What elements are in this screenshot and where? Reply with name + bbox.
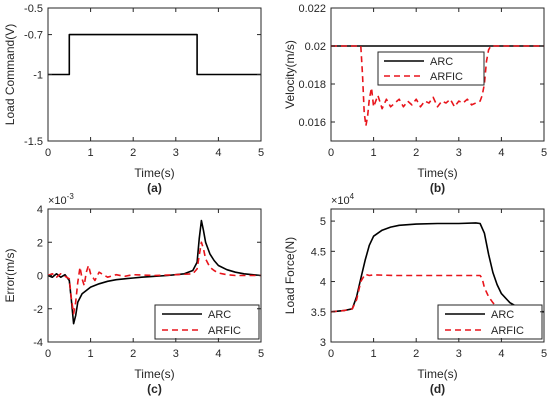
x-tick-label-c-1: 1 xyxy=(88,348,94,360)
series-line-d-arfic xyxy=(331,273,544,316)
xtick-labels-b: 0 1 2 3 4 5 xyxy=(328,147,547,159)
series-a xyxy=(48,33,261,76)
legend-label-arc-d: ARC xyxy=(491,309,514,321)
y-exponent-text-d: 4 xyxy=(350,192,355,201)
y-tick-label-d-3: 4.5 xyxy=(311,246,326,258)
y-tick-label-c-1: -2 xyxy=(33,304,43,316)
y-axis-title-b: Velocity(m/s) xyxy=(283,40,297,109)
x-tick-label-d-3: 3 xyxy=(456,348,462,360)
series-line-c-arc xyxy=(48,219,261,325)
x-tick-label-b-3: 3 xyxy=(456,147,462,159)
y-exponent-text-c: -3 xyxy=(67,192,75,201)
y-tick-label-a-0: -1.5 xyxy=(24,136,43,148)
y-axis-title-a: Load Command(V) xyxy=(3,24,17,125)
y-tick-label-c-3: 2 xyxy=(37,237,43,249)
x-tick-label-a-0: 0 xyxy=(45,147,51,159)
x-tick-label-b-0: 0 xyxy=(328,147,334,159)
y-tick-label-a-3: -0.5 xyxy=(24,3,43,15)
y-axis-title-d: Load Force(N) xyxy=(283,237,297,314)
legend-box-b xyxy=(377,51,485,86)
series-d xyxy=(331,222,544,316)
x-tick-label-c-3: 3 xyxy=(173,348,179,360)
y-tick-label-c-4: 4 xyxy=(37,204,43,216)
x-tick-label-a-4: 4 xyxy=(215,147,221,159)
legend-label-arc-b: ARC xyxy=(430,56,453,68)
x-tick-label-d-2: 2 xyxy=(413,348,419,360)
y-axis-title-c: Error(m/s) xyxy=(3,249,17,303)
y-tick-label-d-2: 4 xyxy=(320,277,326,289)
x-tick-label-d-4: 4 xyxy=(498,348,504,360)
legend-b: ARC ARFIC xyxy=(377,51,485,86)
x-tick-label-c-4: 4 xyxy=(215,348,221,360)
y-tick-label-a-1: -1 xyxy=(33,70,43,82)
xtick-labels-a: 0 1 2 3 4 5 xyxy=(45,147,264,159)
x-tick-label-c-5: 5 xyxy=(258,348,264,360)
x-tick-label-b-1: 1 xyxy=(371,147,377,159)
y-tick-label-b-0: 0.016 xyxy=(298,117,326,129)
x-tick-label-a-3: 3 xyxy=(173,147,179,159)
panel-label-d: (d) xyxy=(430,382,445,396)
y-exponent-d: ×104 xyxy=(331,192,355,207)
x-tick-label-c-2: 2 xyxy=(130,348,136,360)
y-tick-label-b-1: 0.018 xyxy=(298,79,326,91)
xtick-labels-d: 0 1 2 3 4 5 xyxy=(328,348,547,360)
x-tick-label-b-2: 2 xyxy=(413,147,419,159)
panel-a: -1.5 -1 -0.7 -0.5 0 1 2 3 4 5 Time(s) Load Comma… xyxy=(3,3,264,195)
x-tick-label-a-2: 2 xyxy=(130,147,136,159)
ytick-labels-b: 0.016 0.018 0.02 0.022 xyxy=(298,3,326,129)
legend-label-arfic-d: ARFIC xyxy=(491,325,524,337)
x-tick-label-a-1: 1 xyxy=(88,147,94,159)
legend-label-arc-c: ARC xyxy=(208,309,231,321)
y-tick-label-d-1: 3.5 xyxy=(311,307,326,319)
x-tick-label-b-4: 4 xyxy=(498,147,504,159)
x-axis-title-b: Time(s) xyxy=(417,166,457,180)
x-tick-label-b-5: 5 xyxy=(541,147,547,159)
legend-box-d xyxy=(437,304,543,340)
axes-frame-d xyxy=(330,208,545,343)
series-b xyxy=(331,45,544,127)
y-multiplier-text-d: ×10 xyxy=(331,195,350,207)
series-line-b-arfic xyxy=(331,45,544,127)
panel-label-b: (b) xyxy=(430,181,445,195)
x-tick-label-c-0: 0 xyxy=(45,348,51,360)
x-tick-label-d-0: 0 xyxy=(328,348,334,360)
x-axis-title-d: Time(s) xyxy=(417,367,457,381)
panel-c: -4 -2 0 2 4 0 1 2 3 4 5 ×10-3 ARC ARFIC Time(s) E… xyxy=(3,192,264,396)
series-line-c-arfic xyxy=(48,241,261,315)
panel-label-c: (c) xyxy=(147,382,162,396)
xtick-labels-c: 0 1 2 3 4 5 xyxy=(45,348,264,360)
x-tick-label-a-5: 5 xyxy=(258,147,264,159)
x-axis-title-a: Time(s) xyxy=(134,166,174,180)
legend-c: ARC ARFIC xyxy=(154,304,260,340)
y-tick-label-b-3: 0.022 xyxy=(298,3,326,15)
series-line-d-arc xyxy=(331,222,544,313)
y-tick-label-d-0: 3 xyxy=(320,337,326,349)
y-tick-label-b-2: 0.02 xyxy=(305,41,326,53)
x-axis-title-c: Time(s) xyxy=(134,367,174,381)
axes-frame-b xyxy=(330,7,545,142)
panel-b: 0.016 0.018 0.02 0.022 0 1 2 3 4 5 ARC ARFIC Tim… xyxy=(283,3,547,195)
series-c xyxy=(48,219,261,325)
ytick-labels-a: -1.5 -1 -0.7 -0.5 xyxy=(24,3,43,148)
y-exponent-c: ×10-3 xyxy=(48,192,74,207)
y-tick-label-c-0: -4 xyxy=(33,337,43,349)
y-tick-label-a-2: -0.7 xyxy=(24,30,43,42)
series-line-a-series0 xyxy=(48,33,261,76)
ytick-labels-d: 3 3.5 4 4.5 5 xyxy=(311,216,326,349)
ytick-labels-c: -4 -2 0 2 4 xyxy=(33,204,43,349)
y-tick-label-d-4: 5 xyxy=(320,216,326,228)
y-tick-label-c-2: 0 xyxy=(37,271,43,283)
legend-d: ARC ARFIC xyxy=(437,304,543,340)
x-tick-label-d-1: 1 xyxy=(371,348,377,360)
legend-label-arfic-c: ARFIC xyxy=(208,325,241,337)
legend-box-c xyxy=(154,304,260,340)
x-tick-label-d-5: 5 xyxy=(541,348,547,360)
panel-label-a: (a) xyxy=(147,181,162,195)
y-multiplier-text-c: ×10 xyxy=(48,195,67,207)
legend-label-arfic-b: ARFIC xyxy=(430,71,463,83)
